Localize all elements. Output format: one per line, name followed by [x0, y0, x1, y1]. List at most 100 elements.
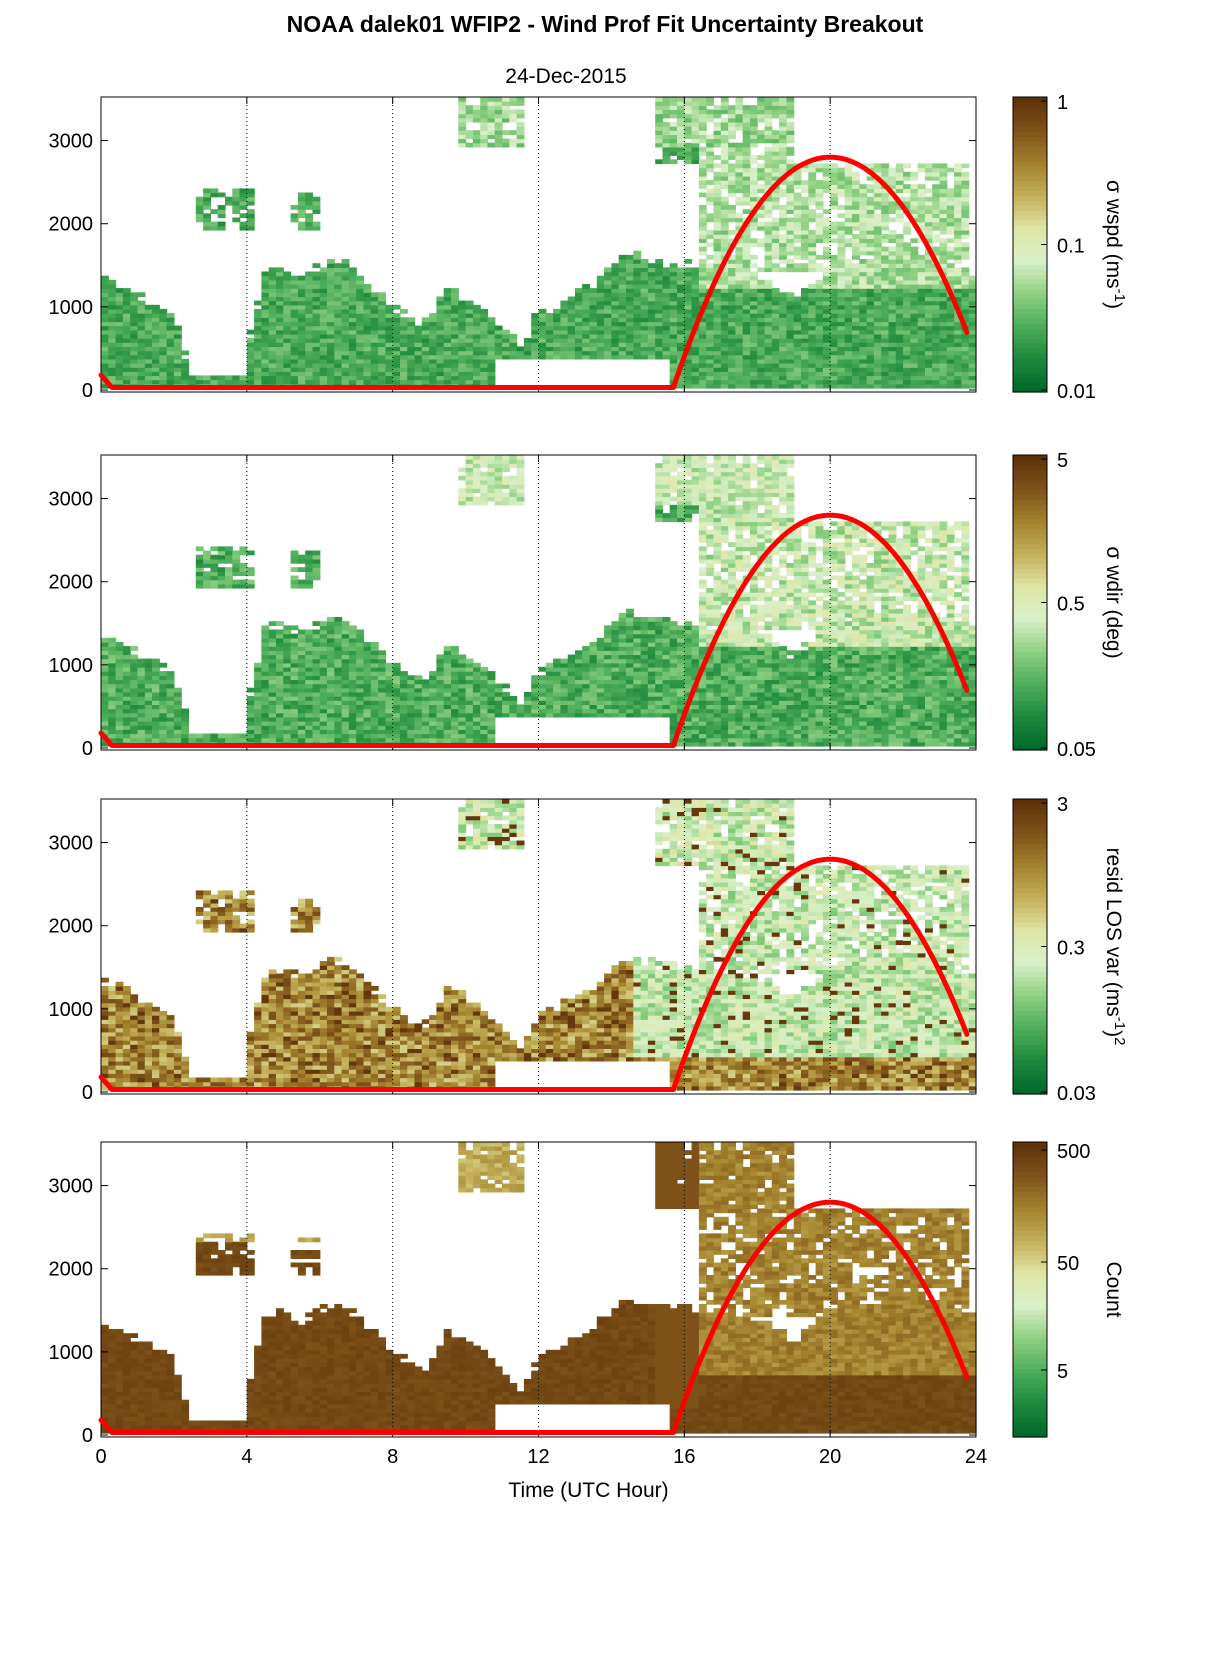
- heatmap-cell: [677, 267, 685, 272]
- heatmap-cell: [473, 371, 481, 376]
- heatmap-cell: [743, 380, 751, 385]
- heatmap-cell: [611, 355, 619, 360]
- heatmap-cell: [334, 288, 342, 293]
- heatmap-cell: [145, 363, 153, 368]
- heatmap-cell: [539, 355, 547, 360]
- heatmap-cell: [714, 330, 722, 335]
- heatmap-cell: [699, 280, 707, 285]
- heatmap-cell: [735, 280, 743, 285]
- heatmap-cell: [509, 114, 517, 119]
- heatmap-cell: [298, 338, 306, 343]
- heatmap-cell: [721, 122, 729, 127]
- heatmap-cell: [743, 334, 751, 339]
- heatmap-cell: [261, 380, 269, 385]
- heatmap-cell: [334, 371, 342, 376]
- heatmap-cell: [356, 375, 364, 380]
- heatmap-cell: [466, 118, 474, 123]
- heatmap-cell: [422, 367, 430, 372]
- heatmap-cell: [429, 363, 437, 368]
- heatmap-cell: [349, 301, 357, 306]
- heatmap-cell: [116, 326, 124, 331]
- heatmap-cell: [167, 363, 175, 368]
- heatmap-cell: [735, 184, 743, 189]
- heatmap-cell: [152, 380, 160, 385]
- heatmap-cell: [407, 326, 415, 331]
- heatmap-cell: [466, 114, 474, 119]
- heatmap-cell: [699, 272, 707, 277]
- heatmap-cell: [145, 334, 153, 339]
- heatmap-cell: [393, 380, 401, 385]
- heatmap-cell: [356, 380, 364, 385]
- heatmap-cell: [298, 193, 306, 198]
- heatmap-cell: [655, 330, 663, 335]
- heatmap-cell: [539, 334, 547, 339]
- heatmap-cell: [706, 263, 714, 268]
- heatmap-cell: [451, 338, 459, 343]
- heatmap-cell: [735, 317, 743, 322]
- heatmap-cell: [735, 259, 743, 264]
- heatmap-cell: [291, 305, 299, 310]
- heatmap-cell: [684, 126, 692, 131]
- heatmap-cell: [342, 355, 350, 360]
- heatmap-cell: [313, 334, 321, 339]
- heatmap-cell: [283, 321, 291, 326]
- heatmap-cell: [313, 226, 321, 231]
- heatmap-cell: [655, 272, 663, 277]
- heatmap-cell: [677, 114, 685, 119]
- heatmap-cell: [663, 276, 671, 281]
- heatmap-cell: [167, 321, 175, 326]
- heatmap-cell: [663, 326, 671, 331]
- heatmap-cell: [320, 276, 328, 281]
- heatmap-cell: [699, 375, 707, 380]
- heatmap-cell: [728, 105, 736, 110]
- heatmap-cell: [641, 321, 649, 326]
- heatmap-cell: [743, 159, 751, 164]
- heatmap-cell: [458, 326, 466, 331]
- heatmap-cell: [152, 313, 160, 318]
- heatmap-cell: [356, 292, 364, 297]
- heatmap-cell: [568, 330, 576, 335]
- heatmap-cell: [568, 301, 576, 306]
- heatmap-cell: [692, 305, 700, 310]
- heatmap-cell: [159, 317, 167, 322]
- heatmap-cell: [305, 301, 313, 306]
- heatmap-cell: [313, 346, 321, 351]
- heatmap-cell: [174, 330, 182, 335]
- heatmap-cell: [706, 193, 714, 198]
- heatmap-cell: [721, 163, 729, 168]
- heatmap-cell: [138, 371, 146, 376]
- heatmap-cell: [721, 321, 729, 326]
- heatmap-cell: [706, 317, 714, 322]
- heatmap-cell: [692, 346, 700, 351]
- heatmap-cell: [422, 375, 430, 380]
- heatmap-cell: [422, 317, 430, 322]
- heatmap-cell: [466, 105, 474, 110]
- heatmap-cell: [349, 375, 357, 380]
- heatmap-cell: [546, 338, 554, 343]
- heatmap-cell: [714, 109, 722, 114]
- heatmap-cell: [743, 272, 751, 277]
- heatmap-cell: [305, 288, 313, 293]
- heatmap-cell: [735, 309, 743, 314]
- heatmap-cell: [305, 222, 313, 227]
- heatmap-cell: [692, 147, 700, 152]
- heatmap-cell: [575, 301, 583, 306]
- heatmap-cell: [123, 297, 131, 302]
- heatmap-cell: [488, 346, 496, 351]
- heatmap-cell: [116, 346, 124, 351]
- heatmap-cell: [334, 313, 342, 318]
- heatmap-cell: [604, 297, 612, 302]
- heatmap-cell: [152, 326, 160, 331]
- heatmap-cell: [210, 188, 218, 193]
- heatmap-cell: [509, 143, 517, 148]
- heatmap-cell: [422, 326, 430, 331]
- heatmap-cell: [597, 346, 605, 351]
- heatmap-cell: [283, 355, 291, 360]
- heatmap-cell: [458, 126, 466, 131]
- heatmap-cell: [735, 355, 743, 360]
- heatmap-cell: [648, 272, 656, 277]
- heatmap-cell: [699, 263, 707, 268]
- heatmap-cell: [648, 346, 656, 351]
- heatmap-cell: [670, 317, 678, 322]
- heatmap-cell: [327, 263, 335, 268]
